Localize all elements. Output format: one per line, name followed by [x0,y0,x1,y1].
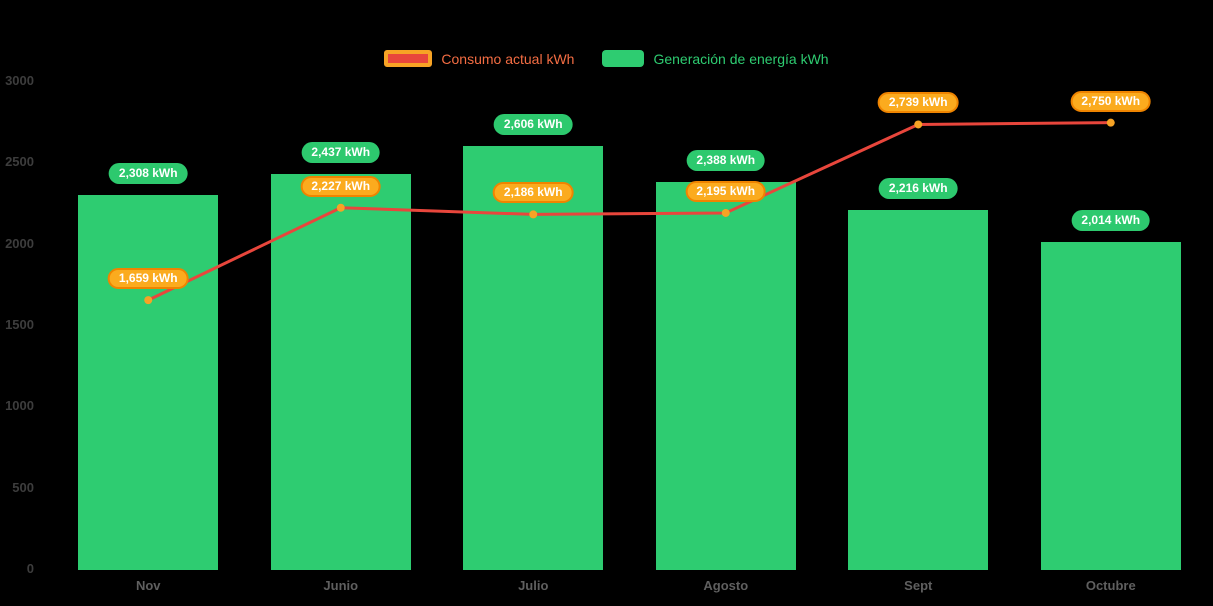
consumption-point-sept[interactable] [914,120,923,129]
generation-bar-octubre[interactable] [1040,242,1181,570]
consumption-point-agosto[interactable] [721,208,730,217]
generation-value-label-agosto: 2,388 kWh [686,149,766,171]
legend-label-consumption: Consumo actual kWh [441,50,575,67]
consumption-value-label-julio: 2,186 kWh [492,182,574,204]
generation-swatch-icon [602,50,645,67]
consumption-point-nov[interactable] [144,296,153,305]
generation-value-label-octubre: 2,014 kWh [1071,210,1151,232]
x-axis-label-sept: Sept [904,578,933,593]
generation-bar-nov[interactable] [78,194,219,570]
consumption-value-label-octubre: 2,750 kWh [1070,90,1152,112]
y-axis-tick-label: 2000 [5,235,34,251]
generation-value-label-julio: 2,606 kWh [493,114,573,136]
generation-value-label-junio: 2,437 kWh [301,141,381,163]
generation-value-label-sept: 2,216 kWh [878,177,958,199]
legend-item-consumption[interactable]: Consumo actual kWh [384,50,574,67]
y-axis-tick-label: 1500 [5,317,34,332]
consumption-point-junio[interactable] [336,203,345,212]
consumption-value-label-agosto: 2,195 kWh [685,180,767,202]
generation-value-label-nov: 2,308 kWh [108,162,188,184]
y-axis-tick-label: 3000 [5,73,34,88]
x-axis-label-octubre: Octubre [1085,578,1136,593]
consumption-swatch-icon [384,50,433,67]
y-axis-tick-label: 1000 [5,398,34,414]
consumption-value-label-junio: 2,227 kWh [300,175,382,197]
legend-label-generation: Generación de energía kWh [653,50,829,67]
generation-bar-agosto[interactable] [655,181,796,570]
x-axis-label-junio: Junio [323,578,359,593]
x-axis-label-nov: Nov [135,578,161,593]
x-axis-label-agosto: Agosto [703,578,749,593]
consumption-value-label-sept: 2,739 kWh [877,92,959,114]
generation-bar-junio[interactable] [270,173,411,570]
y-axis-tick-label: 2500 [5,154,34,170]
consumption-point-octubre[interactable] [1106,118,1115,127]
y-axis-tick-label: 500 [12,479,34,495]
consumption-value-label-nov: 1,659 kWh [107,268,189,290]
legend-item-generation[interactable]: Generación de energía kWh [602,50,829,67]
generation-bar-sept[interactable] [848,209,989,570]
consumption-point-julio[interactable] [529,210,538,219]
y-axis-tick-label: 0 [26,561,34,576]
chart-legend: Consumo actual kWh Generación de energía… [0,50,1213,67]
x-axis-label-julio: Julio [518,578,549,593]
consumption-line-path [146,121,1113,302]
